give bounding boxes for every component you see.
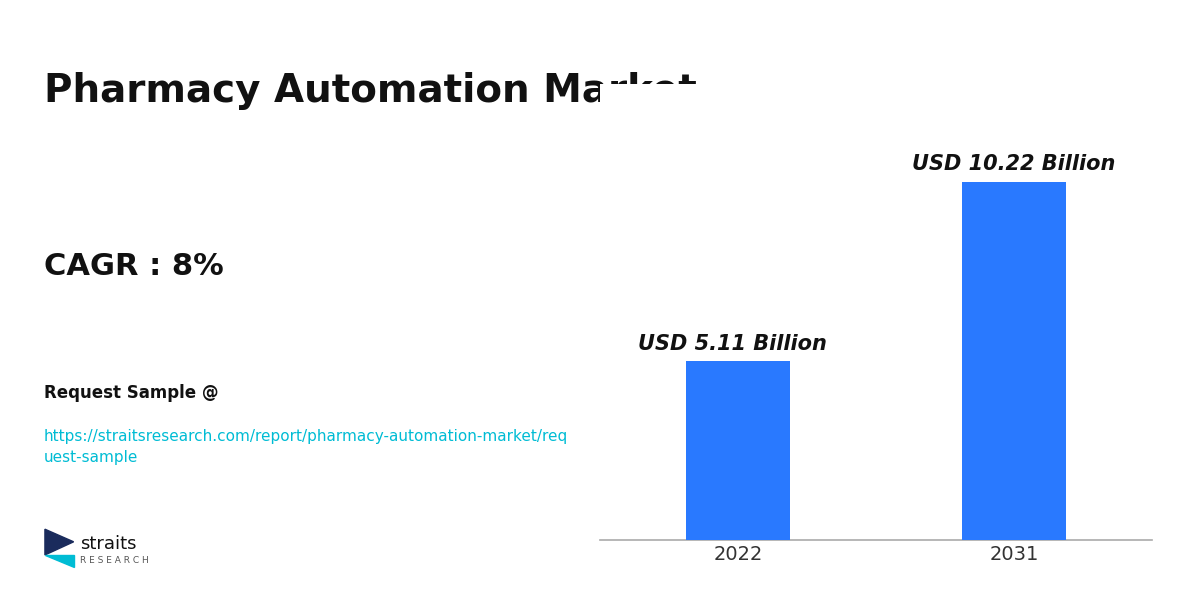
Polygon shape: [44, 529, 73, 555]
Text: USD 10.22 Billion: USD 10.22 Billion: [912, 154, 1116, 175]
Bar: [685, 361, 791, 540]
Text: Request Sample @: Request Sample @: [43, 384, 218, 402]
Bar: [961, 182, 1067, 540]
Text: Pharmacy Automation Market: Pharmacy Automation Market: [43, 72, 696, 110]
Text: https://straitsresearch.com/report/pharmacy-automation-market/req
uest-sample: https://straitsresearch.com/report/pharm…: [43, 429, 568, 465]
Text: R E S E A R C H: R E S E A R C H: [80, 556, 149, 565]
Polygon shape: [44, 555, 73, 567]
Text: CAGR : 8%: CAGR : 8%: [43, 252, 223, 281]
Text: USD 5.11 Billion: USD 5.11 Billion: [638, 334, 827, 354]
Text: straits: straits: [80, 535, 137, 553]
